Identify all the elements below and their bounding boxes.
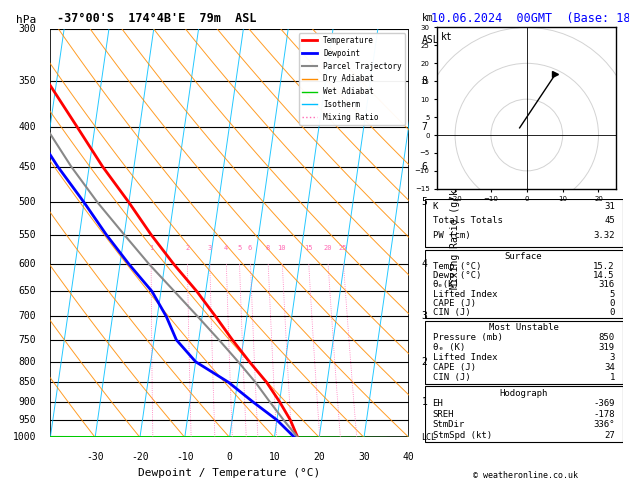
Text: 750: 750	[18, 335, 36, 345]
Text: 8: 8	[421, 76, 427, 87]
Text: 31: 31	[604, 202, 615, 211]
Text: © weatheronline.co.uk: © weatheronline.co.uk	[473, 471, 577, 480]
Text: Pressure (mb): Pressure (mb)	[433, 333, 503, 342]
Text: CAPE (J): CAPE (J)	[433, 299, 476, 308]
Text: 1: 1	[610, 373, 615, 382]
Text: 1: 1	[421, 397, 427, 407]
Text: Dewp (°C): Dewp (°C)	[433, 271, 481, 280]
Text: ASL: ASL	[421, 35, 439, 45]
Legend: Temperature, Dewpoint, Parcel Trajectory, Dry Adiabat, Wet Adiabat, Isotherm, Mi: Temperature, Dewpoint, Parcel Trajectory…	[299, 33, 405, 125]
Text: Mixing Ratio (g/kg): Mixing Ratio (g/kg)	[450, 177, 460, 289]
Text: 550: 550	[18, 230, 36, 240]
Text: 1000: 1000	[13, 433, 36, 442]
Text: 5: 5	[237, 244, 242, 251]
Text: 6: 6	[421, 162, 427, 172]
Text: Totals Totals: Totals Totals	[433, 216, 503, 226]
Text: θₑ (K): θₑ (K)	[433, 343, 465, 352]
Text: -10: -10	[176, 451, 194, 462]
Text: 10: 10	[277, 244, 286, 251]
Text: 1: 1	[149, 244, 153, 251]
Text: -37°00'S  174°4B'E  79m  ASL: -37°00'S 174°4B'E 79m ASL	[57, 12, 256, 25]
Text: 45: 45	[604, 216, 615, 226]
Text: 30: 30	[358, 451, 370, 462]
Text: 336°: 336°	[593, 420, 615, 429]
Text: 3: 3	[421, 312, 427, 321]
Text: CAPE (J): CAPE (J)	[433, 363, 476, 372]
Text: 900: 900	[18, 397, 36, 407]
Text: 700: 700	[18, 312, 36, 321]
Text: Lifted Index: Lifted Index	[433, 353, 497, 362]
Text: 27: 27	[604, 431, 615, 440]
Text: 500: 500	[18, 197, 36, 208]
Text: 15.2: 15.2	[593, 261, 615, 271]
Text: PW (cm): PW (cm)	[433, 231, 470, 240]
Text: 10.06.2024  00GMT  (Base: 18): 10.06.2024 00GMT (Base: 18)	[431, 12, 629, 25]
Text: 2: 2	[185, 244, 189, 251]
Text: 400: 400	[18, 122, 36, 132]
Text: θₑ(K): θₑ(K)	[433, 280, 459, 289]
Text: 3: 3	[610, 353, 615, 362]
Text: hPa: hPa	[16, 15, 36, 25]
Text: Surface: Surface	[505, 252, 542, 261]
Text: 950: 950	[18, 415, 36, 425]
Bar	[425, 386, 623, 442]
Text: 6: 6	[248, 244, 252, 251]
Text: 600: 600	[18, 259, 36, 269]
Text: Temp (°C): Temp (°C)	[433, 261, 481, 271]
Bar	[425, 199, 623, 247]
Text: km: km	[421, 13, 433, 23]
Text: SREH: SREH	[433, 410, 454, 419]
Text: 3.32: 3.32	[593, 231, 615, 240]
Text: 7: 7	[421, 122, 427, 132]
Text: 0: 0	[226, 451, 233, 462]
Text: 850: 850	[599, 333, 615, 342]
Text: 300: 300	[18, 24, 36, 34]
Text: 20: 20	[323, 244, 331, 251]
Text: 5: 5	[421, 197, 427, 208]
Text: 0: 0	[610, 309, 615, 317]
Text: Most Unstable: Most Unstable	[489, 323, 559, 332]
Text: 40: 40	[403, 451, 415, 462]
Text: 14.5: 14.5	[593, 271, 615, 280]
Text: 10: 10	[269, 451, 281, 462]
Text: 5: 5	[610, 290, 615, 299]
Text: -30: -30	[86, 451, 104, 462]
Text: 15: 15	[304, 244, 313, 251]
Text: 2: 2	[421, 357, 427, 367]
Text: 316: 316	[599, 280, 615, 289]
Text: 4: 4	[421, 259, 427, 269]
Text: 34: 34	[604, 363, 615, 372]
Text: 8: 8	[265, 244, 270, 251]
Text: 20: 20	[313, 451, 325, 462]
Text: Hodograph: Hodograph	[499, 389, 548, 398]
Text: 800: 800	[18, 357, 36, 367]
Text: 450: 450	[18, 162, 36, 172]
Text: 350: 350	[18, 76, 36, 87]
Text: StmDir: StmDir	[433, 420, 465, 429]
Text: 25: 25	[338, 244, 347, 251]
Text: Lifted Index: Lifted Index	[433, 290, 497, 299]
Text: -369: -369	[593, 399, 615, 408]
Text: 0: 0	[610, 299, 615, 308]
Text: -178: -178	[593, 410, 615, 419]
Bar	[425, 250, 623, 318]
Bar	[425, 321, 623, 384]
Text: CIN (J): CIN (J)	[433, 309, 470, 317]
Text: 4: 4	[224, 244, 228, 251]
Text: 650: 650	[18, 286, 36, 296]
Text: kt: kt	[441, 32, 452, 42]
Text: 319: 319	[599, 343, 615, 352]
Text: K: K	[433, 202, 438, 211]
Text: EH: EH	[433, 399, 443, 408]
Text: 850: 850	[18, 377, 36, 387]
Text: CIN (J): CIN (J)	[433, 373, 470, 382]
Text: -20: -20	[131, 451, 149, 462]
Text: Dewpoint / Temperature (°C): Dewpoint / Temperature (°C)	[138, 468, 321, 478]
Text: LCL: LCL	[421, 433, 437, 442]
Text: 3: 3	[208, 244, 212, 251]
Text: StmSpd (kt): StmSpd (kt)	[433, 431, 492, 440]
